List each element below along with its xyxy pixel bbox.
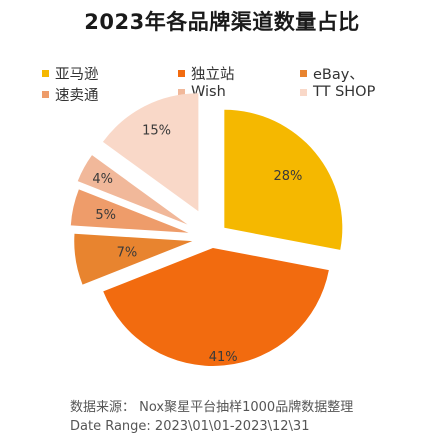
pie-slice [74,233,193,285]
pie-slice [103,247,329,366]
slice-data-label: 28% [274,169,303,184]
pie-slice [224,109,343,250]
legend-swatch [178,70,185,77]
legend-label: eBay、 [313,67,364,83]
legend-item: eBay、 [300,63,364,84]
legend-swatch [300,88,307,96]
slice-data-label: 4% [92,172,113,187]
legend-item: 亚马逊 [42,63,99,84]
legend-item: TT SHOP [300,84,375,100]
pie-slice [77,155,188,225]
legend-label: 亚马逊 [55,67,99,83]
pie-slice [70,189,189,233]
legend-item: 速卖通 [42,84,99,105]
legend-label: 速卖通 [55,88,99,104]
data-source-note: 数据来源： Nox聚星平台抽样1000品牌数据整理 Date Range: 20… [70,398,353,436]
legend-item: 独立站 [178,63,235,84]
slice-data-label: 15% [142,123,171,138]
legend-label: TT SHOP [313,84,376,100]
date-range-line: Date Range: 2023\01\01-2023\12\31 [70,419,310,434]
legend-swatch [42,70,49,77]
chart-title: 2023年各品牌渠道数量占比 [84,10,360,34]
legend-label: Wish [191,84,226,100]
source-line: 数据来源： Nox聚星平台抽样1000品牌数据整理 [70,400,354,415]
legend-label: 独立站 [191,67,235,83]
legend-item: Wish [178,84,226,100]
slice-data-label: 41% [209,350,238,365]
slice-data-label: 5% [95,208,116,223]
legend-swatch [300,70,307,77]
legend-swatch [42,91,49,98]
slice-data-label: 7% [117,245,138,260]
legend-swatch [178,88,185,96]
pie-slice [102,93,199,212]
